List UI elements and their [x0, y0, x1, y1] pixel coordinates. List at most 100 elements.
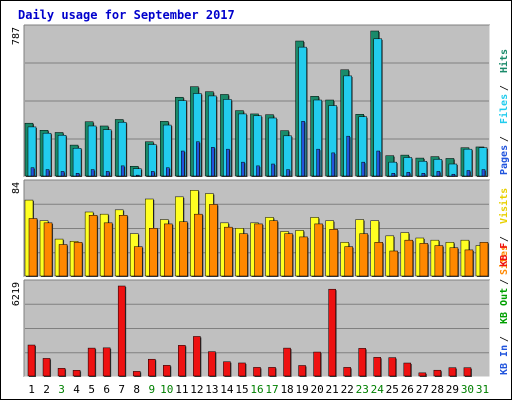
pages-bar-body: [90, 169, 95, 177]
files-bar-body: [72, 147, 82, 177]
pages-bar-body: [105, 171, 110, 177]
x-tick-label: 10: [160, 383, 173, 396]
files-bar-body: [87, 125, 97, 177]
x-tick-label: 19: [295, 383, 308, 396]
kb-bar-body: [373, 357, 381, 377]
day-8-bars: [132, 371, 142, 377]
sites-bar: [449, 247, 459, 277]
day-22-bars: [343, 367, 352, 377]
pages-bar: [60, 171, 66, 177]
kb-bar: [313, 351, 322, 377]
pages-bar-body: [481, 169, 486, 177]
legend-entry: Sites: [498, 245, 510, 275]
pages-bar-body: [316, 148, 320, 177]
legend-separator: /: [499, 336, 510, 342]
pages-bar-body: [45, 169, 50, 177]
day-13-bars: [205, 193, 219, 277]
sites-bar-body: [389, 250, 399, 277]
sites-bar-body: [28, 218, 38, 277]
bars-hits-files-pages: [24, 30, 488, 178]
day-27-bars: [415, 157, 428, 177]
day-13-bars: [205, 91, 218, 177]
x-tick-label: 27: [416, 383, 429, 396]
pages-bar-body: [406, 172, 411, 177]
pages-bar-body: [75, 173, 80, 177]
x-tick-label: 20: [311, 383, 324, 396]
sites-bar-body: [118, 215, 128, 277]
kb-bar: [403, 362, 412, 377]
day-12-bars: [190, 190, 204, 277]
kb-bar: [208, 351, 217, 377]
sites-bar: [464, 249, 474, 277]
day-5-bars: [84, 211, 99, 277]
pages-bar: [466, 170, 471, 177]
sites-bar: [239, 233, 249, 277]
legend-entry: Visits: [498, 188, 510, 224]
kb-bar-body: [268, 367, 276, 377]
legend-visits-sites: Sites / Visits: [498, 188, 510, 275]
legend-entry: Pages: [499, 145, 510, 175]
pages-bar-body: [331, 152, 335, 177]
x-tick-label: 26: [401, 383, 414, 396]
day-4-bars: [69, 144, 83, 177]
day-14-bars: [220, 222, 234, 277]
day-15-bars: [238, 362, 247, 377]
pages-bar-body: [256, 165, 260, 177]
kb-bar: [117, 285, 127, 377]
kb-bar: [42, 358, 52, 377]
pages-bar: [436, 171, 441, 177]
sites-bar-body: [284, 233, 293, 277]
sites-bar: [389, 250, 399, 277]
day-25-bars: [385, 235, 399, 277]
files-bar: [57, 135, 68, 177]
y-max-label: 6219: [11, 282, 22, 306]
sites-bar: [28, 218, 38, 277]
x-tick-label: 21: [326, 383, 339, 396]
pages-bar: [451, 173, 456, 177]
pages-bar: [135, 174, 141, 177]
sites-bar-body: [254, 223, 263, 277]
sites-bar-body: [479, 242, 489, 277]
kb-bar: [328, 288, 337, 377]
day-4-bars: [72, 370, 82, 377]
sites-bar-body: [103, 222, 113, 277]
sites-bar: [73, 242, 84, 277]
day-7-bars: [117, 285, 127, 377]
day-2-bars: [42, 358, 52, 377]
day-9-bars: [145, 198, 159, 277]
day-20-bars: [313, 351, 322, 377]
day-3-bars: [57, 368, 67, 377]
x-tick-label: 2: [43, 383, 50, 396]
sites-bar: [118, 215, 129, 277]
kb-bar: [268, 367, 277, 377]
pages-bar: [226, 148, 231, 177]
pages-bar-body: [376, 150, 380, 177]
day-5-bars: [84, 121, 98, 177]
x-tick-label: 31: [476, 383, 489, 396]
legend-separator: /: [499, 236, 510, 242]
pages-bar: [361, 161, 366, 177]
day-17-bars: [265, 217, 279, 277]
sites-bar: [58, 244, 69, 277]
day-16-bars: [250, 222, 264, 277]
kb-bar: [102, 347, 112, 377]
sites-bar: [133, 246, 144, 277]
legend-hits-files-pages: Pages / Files / Hits: [498, 49, 510, 175]
kb-bar: [448, 367, 457, 377]
x-tick-label: 8: [133, 383, 140, 396]
day-16-bars: [250, 113, 263, 177]
sites-bar: [194, 213, 204, 277]
day-26-bars: [400, 154, 413, 177]
x-tick-label: 22: [341, 383, 354, 396]
sites-bar-body: [194, 213, 203, 277]
day-28-bars: [433, 369, 442, 377]
x-tick-label: 6: [103, 383, 110, 396]
pages-bar-body: [166, 167, 170, 177]
pages-bar-shadow: [137, 176, 141, 177]
kb-bar-body: [193, 336, 201, 377]
pages-bar: [346, 135, 351, 177]
sites-bar-body: [269, 220, 278, 277]
sites-bar-body: [58, 244, 68, 277]
kb-bar: [463, 367, 472, 377]
kb-bar-body: [72, 370, 81, 377]
